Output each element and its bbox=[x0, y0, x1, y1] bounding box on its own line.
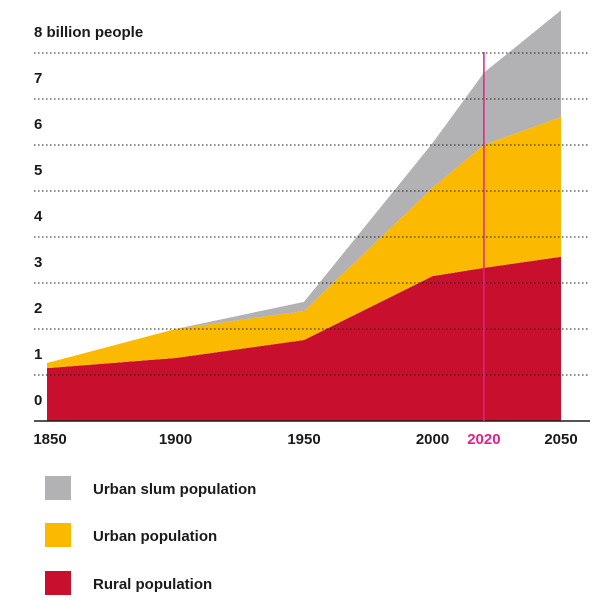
y-tick-label: 4 bbox=[34, 208, 43, 225]
legend-label: Urban slum population bbox=[93, 481, 256, 498]
legend-swatch bbox=[45, 571, 71, 595]
x-tick-label: 1950 bbox=[287, 431, 320, 448]
y-tick-label: 7 bbox=[34, 70, 42, 87]
x-tick-label: 2020 bbox=[467, 431, 500, 448]
y-tick-label: 6 bbox=[34, 116, 42, 133]
y-tick-label: 5 bbox=[34, 162, 42, 179]
y-tick-label: 1 bbox=[34, 346, 42, 363]
y-tick-label: 8 billion people bbox=[34, 24, 143, 41]
area bbox=[47, 256, 561, 421]
x-tick-label: 1900 bbox=[159, 431, 192, 448]
y-tick-label: 0 bbox=[34, 392, 42, 409]
x-tick-label: 1850 bbox=[33, 431, 66, 448]
y-tick-label: 3 bbox=[34, 254, 42, 271]
legend-swatch bbox=[45, 476, 71, 500]
area bbox=[47, 116, 561, 369]
x-tick-label: 2050 bbox=[544, 431, 577, 448]
legend-label: Rural population bbox=[93, 576, 212, 593]
legend-swatch bbox=[45, 523, 71, 547]
legend-label: Urban population bbox=[93, 528, 217, 545]
y-tick-label: 2 bbox=[34, 300, 42, 317]
x-tick-label: 2000 bbox=[416, 431, 449, 448]
